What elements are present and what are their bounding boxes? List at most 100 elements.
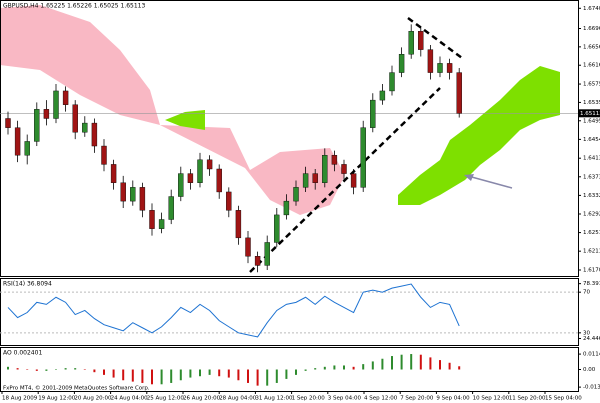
candle-body xyxy=(341,164,347,174)
ao-bar xyxy=(429,357,432,370)
y-tick-label: 1.63730 xyxy=(583,174,600,180)
candle-body xyxy=(187,173,194,183)
candle-body xyxy=(158,219,165,229)
y-tick-label: 0.00 xyxy=(583,367,596,373)
candle-body xyxy=(360,127,366,188)
y-tick-label: 78.3911 xyxy=(583,281,600,287)
ao-bar xyxy=(122,369,125,381)
current-price-box xyxy=(579,109,600,118)
candle-body xyxy=(139,187,146,211)
ao-bar xyxy=(16,368,19,370)
y-tick-label: 1.62515 xyxy=(583,230,600,236)
y-tick-label: 1.66160 xyxy=(583,63,600,69)
ao-bar xyxy=(352,366,355,370)
current-price-label: 1.65113 xyxy=(580,111,600,117)
candle-body xyxy=(101,145,107,165)
x-tick-label: 19 Aug 12:00 xyxy=(38,396,76,402)
candle-body xyxy=(312,173,318,183)
ao-bar xyxy=(83,369,86,370)
candle-body xyxy=(120,182,126,202)
cloud-bullish xyxy=(398,66,560,205)
copyright: FxPro MT4, © 2001-2009 MetaQuotes Softwa… xyxy=(3,385,150,392)
y-tick-label: 1.64135 xyxy=(583,156,600,162)
ao-bar xyxy=(266,369,269,386)
ao-bar xyxy=(343,365,345,370)
x-tick-label: 1 Sep 20:00 xyxy=(292,396,326,402)
ao-bar xyxy=(199,369,201,377)
ao-bar xyxy=(448,362,451,370)
ao-bar xyxy=(439,360,441,370)
candle-body xyxy=(331,155,338,165)
ao-bar xyxy=(400,354,403,370)
ao-bar xyxy=(362,364,365,370)
y-tick-label: 1.62920 xyxy=(583,211,600,217)
candle-body xyxy=(216,168,222,193)
x-tick-label: 4 Sep 12:00 xyxy=(364,396,398,402)
ao-bar xyxy=(285,369,288,379)
ao-bar xyxy=(179,369,182,381)
ao-bar xyxy=(35,369,38,371)
cloud-bearish xyxy=(160,125,345,215)
candle-body xyxy=(149,210,155,229)
ao-bar xyxy=(458,366,461,370)
x-tick-label: 15 Sep 04:00 xyxy=(545,396,582,402)
x-tick-label: 9 Sep 04:00 xyxy=(436,396,470,402)
y-tick-label: 24.4465 xyxy=(583,336,600,342)
candle-body xyxy=(283,200,290,216)
candle-body xyxy=(91,122,98,147)
candle-body xyxy=(418,31,424,50)
ao-bar xyxy=(237,369,240,381)
ao-title: AO 0.002401 xyxy=(3,350,42,357)
candle-body xyxy=(43,109,50,119)
trend-line xyxy=(407,16,463,60)
candle-body xyxy=(254,256,261,266)
x-tick-label: 3 Sep 04:00 xyxy=(328,396,362,402)
y-tick-label: 30 xyxy=(583,330,590,336)
y-tick-label: 1.66960 xyxy=(583,26,600,32)
ao-bar xyxy=(112,369,115,378)
main-panel xyxy=(0,0,579,277)
candle-body xyxy=(437,63,443,73)
candle-body xyxy=(245,237,251,257)
candle-body xyxy=(168,196,174,220)
candle-body xyxy=(62,90,69,105)
ao-bar xyxy=(151,369,153,385)
ao-bar xyxy=(7,366,9,370)
ao-bar xyxy=(103,369,105,375)
y-tick-label: 1.63325 xyxy=(583,193,600,199)
y-tick-label: 1.61700 xyxy=(583,268,600,274)
y-tick-label: 1.65350 xyxy=(583,100,600,106)
y-tick-label: 1.65750 xyxy=(583,82,600,88)
candle-body xyxy=(110,164,117,183)
ao-bar xyxy=(208,369,211,375)
ao-bar xyxy=(55,369,57,370)
ao-bar xyxy=(227,369,230,378)
ao-bar xyxy=(45,369,48,371)
y-tick-label: 1.67400 xyxy=(583,6,600,12)
ao-bar xyxy=(333,365,336,370)
ao-bar xyxy=(141,369,144,383)
cloud-bullish xyxy=(165,110,205,130)
ao-bar xyxy=(256,369,259,386)
candle-body xyxy=(264,242,270,266)
candle-body xyxy=(389,72,395,92)
candle-body xyxy=(293,187,299,202)
x-tick-label: 24 Aug 04:00 xyxy=(111,396,149,402)
candle-body xyxy=(322,155,328,183)
ao-bar xyxy=(131,369,134,382)
ao-bar xyxy=(314,368,317,370)
ao-bar xyxy=(64,368,67,370)
candle-body xyxy=(206,159,213,170)
ao-bar xyxy=(93,369,96,373)
y-tick-label: 1.66560 xyxy=(583,44,600,50)
candle-body xyxy=(24,141,30,156)
candle-body xyxy=(456,72,462,114)
arrow xyxy=(467,175,513,189)
candle-body xyxy=(53,90,59,119)
x-tick-label: 10 Sep 12:00 xyxy=(473,396,510,402)
x-tick-label: 26 Aug 20:00 xyxy=(183,396,221,402)
x-tick-label: 18 Aug 2009 xyxy=(2,396,38,402)
rsi-line xyxy=(7,283,460,338)
